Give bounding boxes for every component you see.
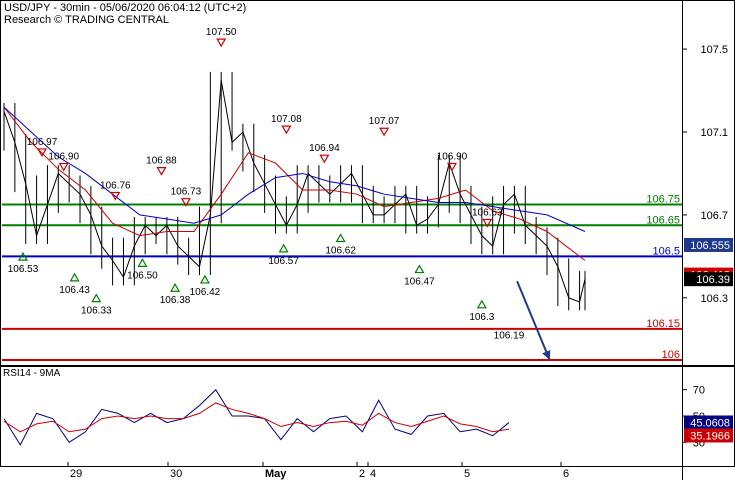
price-tag-box-2 <box>684 272 733 287</box>
moving-average-line-1 <box>3 106 586 232</box>
low-marker-18 <box>335 233 346 243</box>
price-bars-layer <box>3 71 586 311</box>
low-marker-15 <box>170 283 181 292</box>
high-label-1: 106.90 <box>48 151 79 162</box>
high-label-6: 107.08 <box>271 114 302 125</box>
x-tick-label-0: 29 <box>70 468 82 480</box>
high-label-9: 106.90 <box>437 151 468 162</box>
x-tick-label-5: 5 <box>464 468 470 480</box>
low-marker-17 <box>278 243 289 253</box>
rsi-tag-label-1: 35.1966 <box>690 430 730 442</box>
price-tag-label-0: 106.555 <box>690 240 730 252</box>
high-label-0: 106.97 <box>27 137 58 148</box>
price-y-tick-label-0: 106.3 <box>700 293 728 305</box>
low-label-12: 106.43 <box>59 285 90 296</box>
high-marker-5 <box>216 38 227 48</box>
low-marker-16 <box>199 274 210 284</box>
high-label-10: 106.63 <box>472 207 503 218</box>
price-panel-frame <box>0 0 735 366</box>
level-label-2: 106.5 <box>652 245 680 257</box>
low-label-20: 106.3 <box>469 312 494 323</box>
chart-header-title: USD/JPY - 30min - 05/06/2020 06:04:12 (U… <box>4 2 247 14</box>
low-marker-11 <box>17 251 29 261</box>
levels-layer: 106.75 106.65 106.5 106.15 106 <box>2 194 682 361</box>
low-label-19: 106.47 <box>404 277 435 288</box>
low-label-11: 106.53 <box>8 264 39 275</box>
level-label-4: 106 <box>662 349 680 361</box>
x-tick-label-1: 30 <box>170 468 182 480</box>
rsi-y-tick-label-2: 70 <box>693 385 705 397</box>
high-label-3: 106.88 <box>146 156 177 167</box>
price-tag-box-0 <box>684 237 733 252</box>
low-marker-20 <box>476 299 487 309</box>
high-label-5: 107.50 <box>206 27 237 38</box>
rsi-tag-box-0 <box>684 415 733 430</box>
high-marker-9 <box>446 162 458 172</box>
chart-header-source: Research © TRADING CENTRAL <box>4 14 169 26</box>
x-tick-label-6: 6 <box>563 468 569 480</box>
low-marker-12 <box>69 272 80 282</box>
price-tag-label-2: 106.39 <box>696 274 730 286</box>
high-marker-10 <box>482 218 493 228</box>
rsi-series-line-1 <box>3 402 510 433</box>
low-label-17: 106.57 <box>268 256 299 267</box>
low-marker-14 <box>137 258 148 267</box>
high-marker-6 <box>281 125 292 135</box>
moving-averages-layer <box>3 106 586 261</box>
low-label-13: 106.33 <box>81 306 112 317</box>
moving-average-line-0 <box>3 106 586 261</box>
x-tick-label-2: May <box>265 468 287 480</box>
low-marker-13 <box>91 293 102 303</box>
high-marker-3 <box>156 167 167 176</box>
rsi-panel-frame <box>0 366 735 467</box>
rsi-series-line-0 <box>3 388 510 446</box>
rsi-tag-label-0: 45.0608 <box>690 417 730 429</box>
level-label-1: 106.65 <box>646 214 680 226</box>
low-label-16: 106.42 <box>190 287 221 298</box>
high-label-4: 106.73 <box>171 187 202 198</box>
high-marker-7 <box>319 154 330 164</box>
high-marker-8 <box>379 127 390 137</box>
price-y-axis: 106.3 106.7 107.1 107.5 <box>682 44 728 305</box>
high-label-8: 107.07 <box>369 116 400 127</box>
high-marker-1 <box>58 162 69 172</box>
price-y-tick-label-2: 107.1 <box>700 127 728 139</box>
high-marker-4 <box>180 198 191 207</box>
low-label-14: 106.50 <box>127 270 158 281</box>
price-y-tick-label-3: 107.5 <box>700 44 728 56</box>
high-marker-0 <box>36 148 48 158</box>
annotations-layer: 106.97 106.90 106.76 106.88 106.73 107.50 107.… <box>8 27 551 361</box>
low-marker-19 <box>414 264 425 274</box>
price-y-tick-label-1: 106.7 <box>700 210 728 222</box>
target-label-21: 106.19 <box>494 331 525 342</box>
level-label-3: 106.15 <box>646 318 680 330</box>
high-label-2: 106.76 <box>100 180 131 191</box>
x-tick-label-4: 4 <box>370 468 376 480</box>
low-label-15: 106.38 <box>160 295 191 306</box>
rsi-tag-box-1 <box>684 428 733 443</box>
forecast-arrow-line <box>516 280 551 361</box>
low-label-18: 106.62 <box>325 245 356 256</box>
level-label-0: 106.75 <box>646 194 680 206</box>
high-label-7: 106.94 <box>309 143 340 154</box>
forecast-arrow-head <box>542 350 551 360</box>
x-axis: 29 30 May 2 4 5 6 <box>67 462 569 480</box>
rsi-panel-title: RSI14 - 9MA <box>3 368 61 379</box>
high-marker-2 <box>110 191 121 201</box>
x-tick-label-3: 2 <box>359 468 365 480</box>
